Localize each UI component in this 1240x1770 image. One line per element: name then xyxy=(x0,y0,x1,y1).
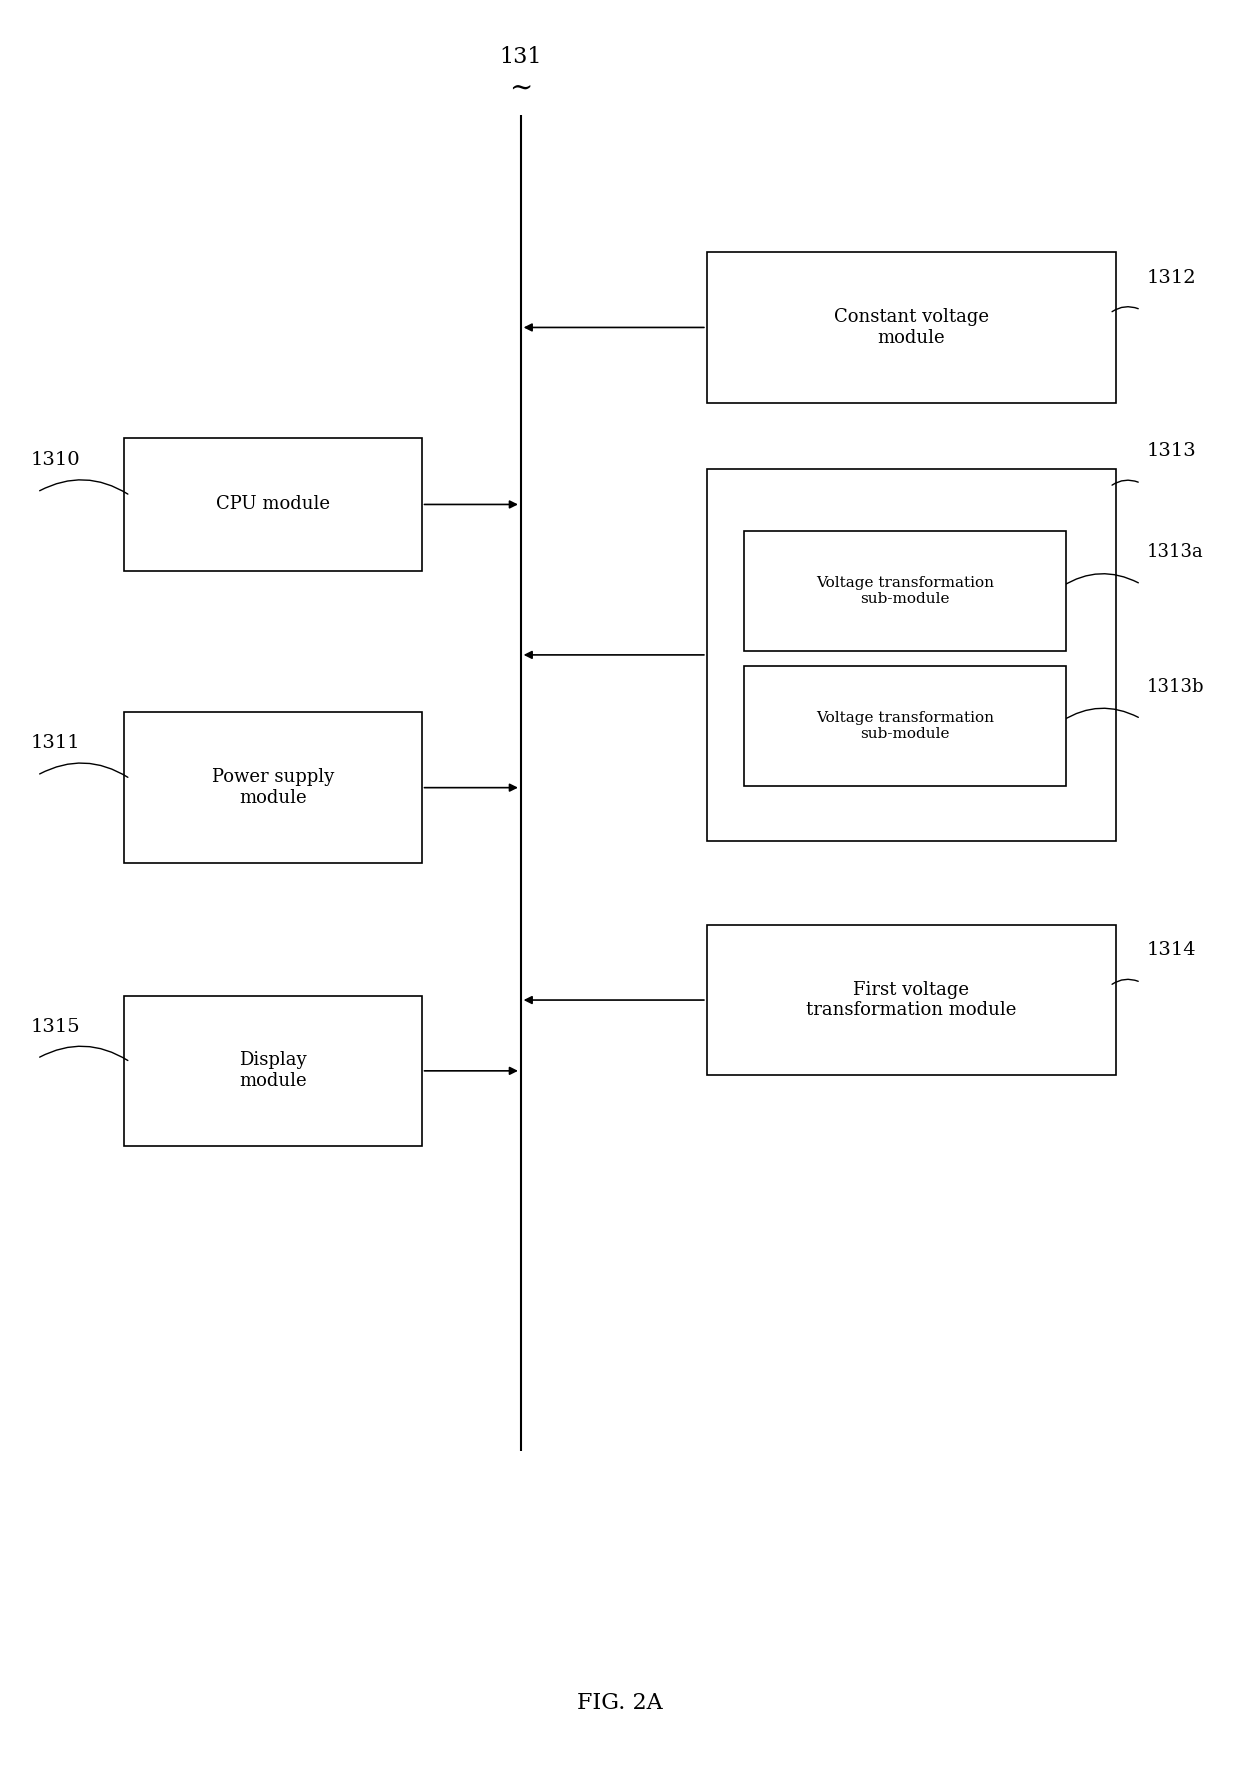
Text: 1313b: 1313b xyxy=(1147,678,1204,696)
Text: 1314: 1314 xyxy=(1147,942,1197,959)
Text: 1312: 1312 xyxy=(1147,269,1197,287)
Text: 1313a: 1313a xyxy=(1147,543,1204,561)
Text: FIG. 2A: FIG. 2A xyxy=(577,1692,663,1713)
Text: Second voltage
transformation module: Second voltage transformation module xyxy=(815,531,1008,568)
FancyBboxPatch shape xyxy=(124,995,422,1147)
Text: 1313: 1313 xyxy=(1147,442,1197,460)
Text: First voltage
transformation module: First voltage transformation module xyxy=(806,981,1017,1020)
Text: Voltage transformation
sub-module: Voltage transformation sub-module xyxy=(816,710,994,742)
FancyBboxPatch shape xyxy=(744,531,1066,651)
Text: 1311: 1311 xyxy=(31,735,81,752)
FancyBboxPatch shape xyxy=(124,439,422,570)
Text: 131: 131 xyxy=(500,46,542,67)
Text: Display
module: Display module xyxy=(239,1051,306,1090)
FancyBboxPatch shape xyxy=(707,924,1116,1074)
Text: Power supply
module: Power supply module xyxy=(212,768,334,807)
Text: 1310: 1310 xyxy=(31,451,81,469)
FancyBboxPatch shape xyxy=(124,712,422,862)
FancyBboxPatch shape xyxy=(744,666,1066,786)
FancyBboxPatch shape xyxy=(707,469,1116,841)
Text: 1315: 1315 xyxy=(31,1018,81,1035)
Text: Voltage transformation
sub-module: Voltage transformation sub-module xyxy=(816,575,994,607)
Text: ∼: ∼ xyxy=(510,74,532,103)
Text: Constant voltage
module: Constant voltage module xyxy=(833,308,990,347)
Text: CPU module: CPU module xyxy=(216,496,330,513)
FancyBboxPatch shape xyxy=(707,253,1116,402)
